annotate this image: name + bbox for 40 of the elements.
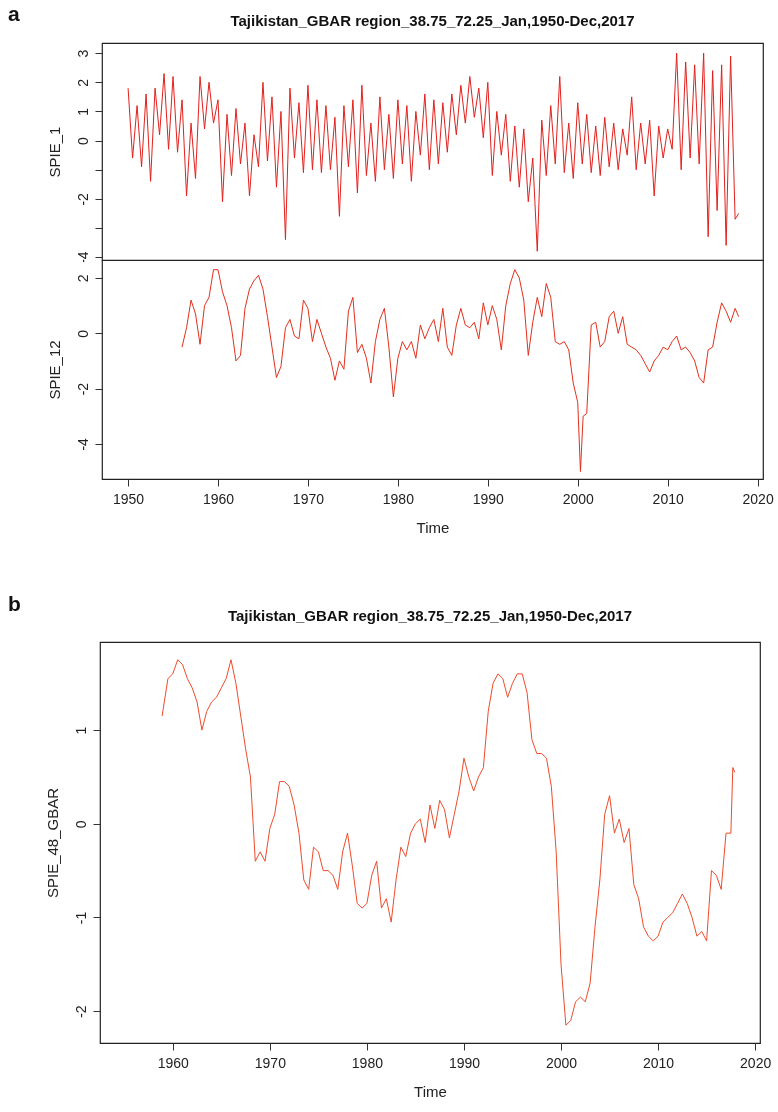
x-tick-label: 1970: [292, 490, 325, 507]
y-tick-label: 2: [74, 274, 91, 283]
chart-title: Tajikistan_GBAR region_38.75_72.25_Jan,1950-Dec,2017: [230, 12, 635, 29]
chart-title: Tajikistan_GBAR region_38.75_72.25_Jan,1950-Dec,2017: [227, 607, 633, 624]
y-tick-label: -2: [72, 1005, 89, 1018]
x-tick-label: 2000: [545, 1054, 578, 1071]
y-axis-title: SPIE_48_GBAR: [43, 787, 61, 899]
x-tick-label: 1980: [351, 1054, 384, 1071]
x-tick-label: 1990: [448, 1054, 481, 1071]
x-axis-title: Time: [414, 1082, 447, 1100]
x-tick-label: 2000: [562, 490, 595, 507]
x-tick-label: 2020: [742, 490, 774, 507]
y-tick-label: -1: [72, 911, 89, 925]
y-tick-label: 0: [74, 136, 91, 145]
y-tick-label: 3: [74, 49, 91, 58]
line-series: [161, 659, 736, 1026]
x-tick-label: 2010: [643, 1054, 675, 1071]
x-tick-label: 1990: [472, 490, 505, 507]
y-tick-label: 0: [72, 820, 89, 829]
x-tick-label: 1960: [157, 1054, 190, 1071]
x-axis-title: Time: [416, 518, 450, 536]
y-tick-label: -2: [74, 192, 91, 206]
x-tick-label: 2010: [652, 490, 684, 507]
y-tick-label: 0: [74, 329, 91, 338]
x-tick-label: 1950: [113, 490, 145, 507]
text: a: [8, 2, 20, 26]
text: b: [8, 592, 21, 616]
y-tick-label: 1: [72, 726, 89, 735]
y-tick-label: -2: [74, 382, 91, 396]
x-tick-label: 2020: [740, 1054, 772, 1071]
y-axis-title: SPIE_12: [45, 340, 63, 400]
y-tick-label: 1: [74, 107, 91, 116]
line-series: [127, 52, 740, 252]
y-axis-title: SPIE_1: [45, 126, 63, 178]
line-series: [181, 269, 740, 473]
x-tick-label: 1980: [382, 490, 415, 507]
y-tick-label: 2: [74, 78, 91, 87]
y-tick-label: -4: [74, 437, 91, 451]
x-tick-label: 1960: [202, 490, 235, 507]
x-tick-label: 1970: [254, 1054, 287, 1071]
